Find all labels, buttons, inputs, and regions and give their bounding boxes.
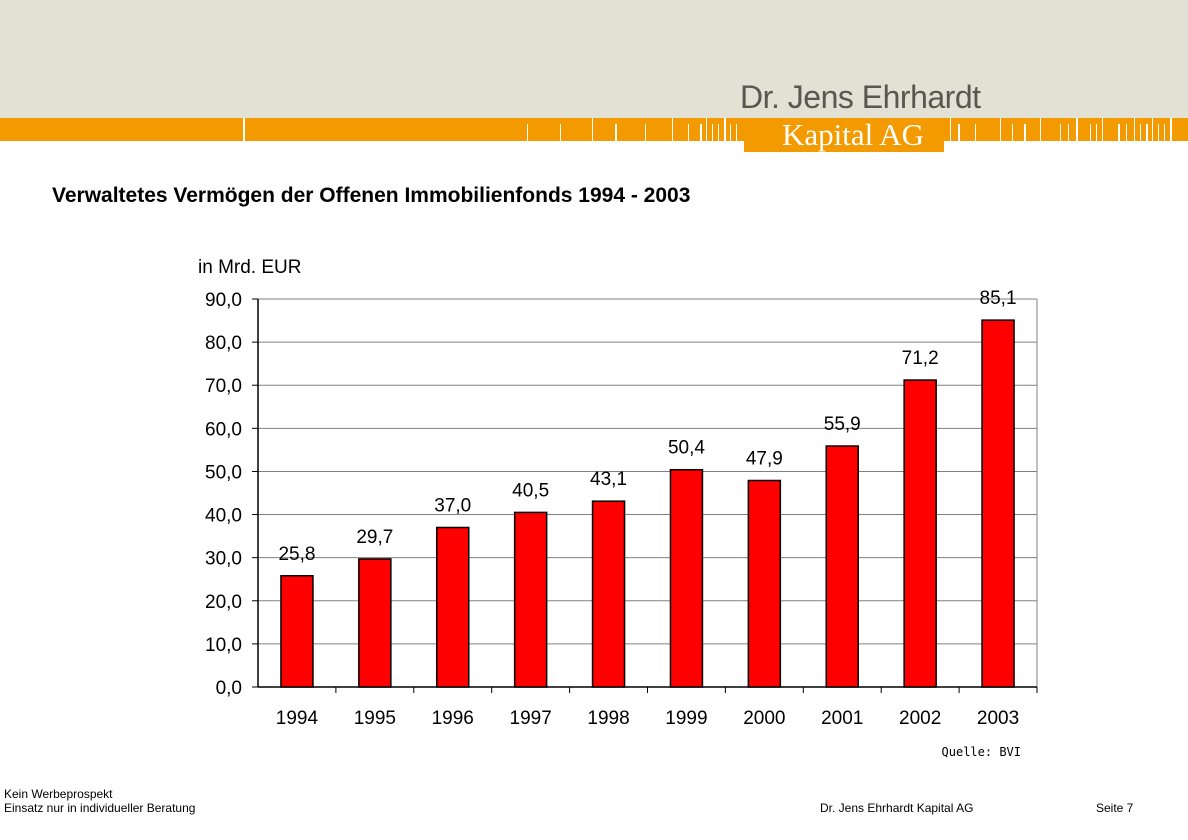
data-label: 85,1 bbox=[980, 288, 1017, 309]
data-label: 55,9 bbox=[824, 414, 861, 435]
bar bbox=[669, 468, 704, 688]
y-unit-label: in Mrd. EUR bbox=[198, 257, 301, 278]
y-tick-label: 70,0 bbox=[205, 376, 242, 397]
bar bbox=[358, 558, 392, 688]
bar bbox=[513, 511, 548, 688]
y-tick-label: 40,0 bbox=[205, 506, 242, 527]
barcode-line bbox=[700, 124, 702, 146]
barcode-line bbox=[1158, 124, 1159, 146]
bar bbox=[981, 319, 1015, 688]
barcode-line bbox=[1146, 124, 1148, 146]
barcode-line bbox=[736, 124, 737, 146]
barcode-line bbox=[645, 124, 646, 146]
barcode-line bbox=[730, 124, 731, 146]
x-tick-label: 1998 bbox=[587, 708, 629, 729]
barcode-line bbox=[672, 118, 673, 153]
x-tick-label: 1994 bbox=[276, 708, 319, 729]
barcode-line bbox=[1118, 124, 1120, 146]
logo-line2: Kapital AG bbox=[782, 117, 925, 152]
barcode-line bbox=[688, 124, 689, 146]
barcode-line bbox=[950, 118, 951, 153]
barcode-line bbox=[1102, 118, 1103, 153]
logo-box bbox=[744, 118, 944, 152]
barcode-line bbox=[706, 118, 707, 153]
footer-page-number: Seite 7 bbox=[1096, 801, 1134, 815]
y-tick-label: 50,0 bbox=[205, 462, 242, 483]
barcode-line bbox=[718, 124, 719, 146]
barcode-line bbox=[243, 118, 245, 153]
barcode-line bbox=[1012, 124, 1013, 146]
data-label: 43,1 bbox=[590, 469, 627, 490]
y-tick-label: 60,0 bbox=[205, 419, 242, 440]
barcode-line bbox=[1126, 124, 1127, 146]
footer-note: Kein Werbeprospekt Einsatz nur in indivi… bbox=[4, 787, 195, 815]
barcode-line bbox=[1140, 124, 1141, 146]
barcode-line bbox=[1164, 124, 1165, 146]
footer-note-line2: Einsatz nur in individueller Beratung bbox=[4, 801, 196, 815]
logo-line1: Dr. Jens Ehrhardt bbox=[740, 79, 981, 115]
barcode-line bbox=[712, 124, 713, 146]
barcode-line bbox=[1060, 124, 1061, 146]
barcode-line bbox=[1170, 118, 1172, 153]
data-label: 50,4 bbox=[668, 438, 705, 459]
x-tick-label: 2000 bbox=[743, 708, 785, 729]
data-label: 47,9 bbox=[746, 448, 783, 469]
footer-note-line1: Kein Werbeprospekt bbox=[4, 787, 113, 801]
data-label: 29,7 bbox=[356, 527, 393, 548]
y-tick-label: 30,0 bbox=[205, 549, 242, 570]
x-tick-label: 2003 bbox=[977, 708, 1019, 729]
bar bbox=[280, 575, 314, 688]
y-tick-label: 0,0 bbox=[216, 678, 242, 699]
barcode-line bbox=[1152, 118, 1153, 153]
barcode-decoration bbox=[243, 118, 1172, 153]
x-tick-label: 2001 bbox=[821, 708, 863, 729]
barcode-line bbox=[958, 124, 960, 146]
barcode-line bbox=[724, 118, 726, 153]
barcode-line bbox=[1000, 118, 1001, 153]
barcode-line bbox=[1090, 124, 1091, 146]
x-tick-label: 1996 bbox=[432, 708, 474, 729]
barcode-line bbox=[1096, 124, 1097, 146]
barcode-line bbox=[1040, 118, 1041, 153]
x-tick-label: 2002 bbox=[899, 708, 941, 729]
barcode-line bbox=[1076, 118, 1078, 153]
data-label: 40,5 bbox=[512, 480, 549, 501]
data-label: 25,8 bbox=[278, 544, 315, 565]
barcode-line bbox=[975, 124, 976, 146]
y-tick-label: 90,0 bbox=[205, 290, 242, 311]
page-title: Verwaltetes Vermögen der Offenen Immobil… bbox=[52, 184, 691, 207]
source-label: Quelle: BVI bbox=[942, 745, 1021, 759]
barcode-line bbox=[527, 124, 528, 146]
bar bbox=[825, 445, 859, 688]
barcode-line bbox=[1134, 118, 1135, 153]
barcode-line bbox=[1068, 124, 1069, 146]
barcode-line bbox=[560, 124, 561, 146]
barcode-line bbox=[592, 118, 593, 153]
data-label: 71,2 bbox=[902, 348, 939, 369]
bar bbox=[747, 479, 782, 688]
bar bbox=[903, 379, 937, 688]
x-tick-label: 1997 bbox=[510, 708, 552, 729]
barcode-line bbox=[615, 124, 617, 146]
x-tick-label: 1999 bbox=[665, 708, 707, 729]
y-tick-label: 20,0 bbox=[205, 592, 242, 613]
header-background bbox=[0, 0, 1188, 118]
y-tick-label: 80,0 bbox=[205, 333, 242, 354]
y-tick-label: 10,0 bbox=[205, 635, 242, 656]
data-label: 37,0 bbox=[434, 495, 471, 516]
x-tick-label: 1995 bbox=[354, 708, 396, 729]
bar bbox=[591, 500, 626, 688]
bar bbox=[436, 526, 470, 688]
barcode-line bbox=[1024, 124, 1026, 146]
footer-company: Dr. Jens Ehrhardt Kapital AG bbox=[820, 801, 974, 815]
